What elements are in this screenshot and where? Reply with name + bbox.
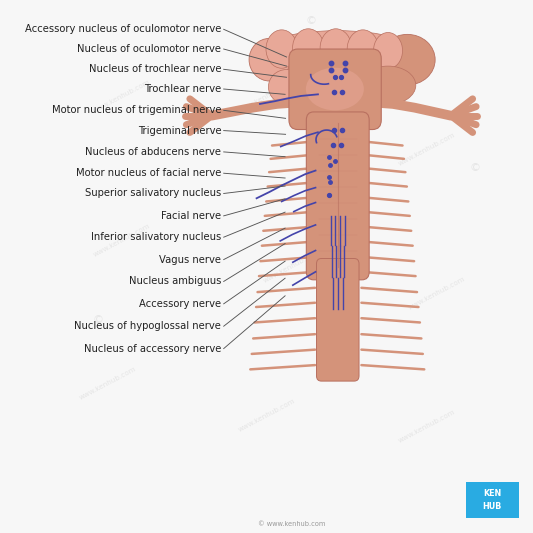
Text: ©: © — [93, 315, 103, 325]
Text: HUB: HUB — [483, 502, 502, 511]
FancyBboxPatch shape — [289, 49, 381, 130]
Text: Trigeminal nerve: Trigeminal nerve — [138, 126, 221, 135]
Text: www.kenhub.com: www.kenhub.com — [238, 78, 297, 114]
Text: Nucleus of accessory nerve: Nucleus of accessory nerve — [84, 344, 221, 353]
FancyBboxPatch shape — [466, 482, 519, 518]
Text: Accessory nerve: Accessory nerve — [139, 299, 221, 309]
Ellipse shape — [269, 70, 305, 104]
Text: www.kenhub.com: www.kenhub.com — [397, 132, 456, 167]
Text: www.kenhub.com: www.kenhub.com — [397, 409, 456, 444]
Text: www.kenhub.com: www.kenhub.com — [78, 366, 137, 401]
Ellipse shape — [360, 66, 416, 104]
FancyBboxPatch shape — [317, 259, 359, 381]
Ellipse shape — [347, 30, 378, 68]
Ellipse shape — [266, 30, 297, 68]
Text: www.kenhub.com: www.kenhub.com — [93, 78, 152, 114]
Text: www.kenhub.com: www.kenhub.com — [93, 222, 152, 257]
Ellipse shape — [249, 38, 290, 81]
Text: Nucleus ambiguus: Nucleus ambiguus — [129, 277, 221, 286]
Text: www.kenhub.com: www.kenhub.com — [238, 398, 297, 433]
Text: Facial nerve: Facial nerve — [161, 211, 221, 221]
Text: Trochlear nerve: Trochlear nerve — [144, 84, 221, 94]
Ellipse shape — [379, 34, 435, 85]
Ellipse shape — [374, 33, 402, 69]
Text: Nucleus of oculomotor nerve: Nucleus of oculomotor nerve — [77, 44, 221, 54]
Text: Motor nucleus of facial nerve: Motor nucleus of facial nerve — [76, 168, 221, 178]
Text: Superior salivatory nucleus: Superior salivatory nucleus — [85, 189, 221, 198]
Text: Motor nucleus of trigeminal nerve: Motor nucleus of trigeminal nerve — [52, 106, 221, 115]
Text: ©: © — [470, 163, 481, 173]
Text: Vagus nerve: Vagus nerve — [159, 255, 221, 264]
Ellipse shape — [257, 31, 417, 76]
Text: ©: © — [305, 17, 316, 26]
Text: Accessory nucleus of oculomotor nerve: Accessory nucleus of oculomotor nerve — [25, 25, 221, 34]
Ellipse shape — [293, 29, 324, 67]
Text: Nucleus of abducens nerve: Nucleus of abducens nerve — [85, 147, 221, 157]
Text: www.kenhub.com: www.kenhub.com — [262, 249, 321, 284]
Text: Inferior salivatory nucleus: Inferior salivatory nucleus — [91, 232, 221, 242]
Text: © www.kenhub.com: © www.kenhub.com — [257, 521, 325, 528]
Text: Nucleus of trochlear nerve: Nucleus of trochlear nerve — [89, 64, 221, 74]
Text: Nucleus of hypoglossal nerve: Nucleus of hypoglossal nerve — [75, 321, 221, 331]
Text: KEN: KEN — [483, 489, 502, 498]
Text: www.kenhub.com: www.kenhub.com — [407, 276, 466, 311]
FancyBboxPatch shape — [306, 112, 369, 280]
Ellipse shape — [320, 29, 352, 67]
Ellipse shape — [306, 68, 364, 110]
